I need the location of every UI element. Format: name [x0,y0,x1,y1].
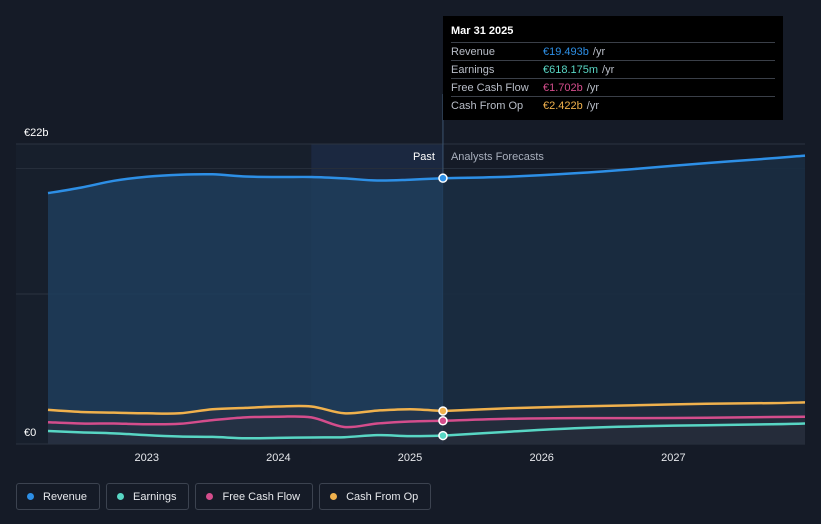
tooltip-label: Revenue [451,45,496,58]
point-earnings [438,430,448,441]
revenue-area-forecast [443,155,805,444]
x-tick-label: 2026 [529,452,553,464]
legend-label: Revenue [43,490,88,503]
point-cash-from-op [438,406,448,416]
series-line-revenue-past [47,172,444,195]
legend-item-free-cash-flow[interactable]: Free Cash Flow [195,483,314,510]
tooltip-row-revenue: Revenue €19.493b /yr [451,42,775,60]
tooltip-unit: /yr [586,81,599,94]
series-line-earnings-forecast [442,422,806,437]
legend-dot-icon [117,493,125,500]
tooltip-value: €1.702b [543,81,583,94]
series-area-cash-from-op [48,402,805,444]
x-tick-label: 2025 [398,452,422,464]
past-label: Past [413,151,435,163]
tooltip-unit: /yr [586,99,599,112]
legend-item-revenue[interactable]: Revenue [16,483,101,510]
x-tick-label: 2024 [266,452,290,464]
tooltip: Mar 31 2025 Revenue €19.493b /yr Earning… [443,16,783,120]
x-tick-label: 2023 [134,452,158,464]
legend-dot-icon [206,493,214,500]
tooltip-row-earnings: Earnings €618.175m /yr [451,60,775,78]
legend-dot-icon [330,493,338,500]
legend-label: Free Cash Flow [222,490,301,503]
legend-label: Earnings [133,490,177,503]
series-line-free-cash-flow-forecast [442,415,806,423]
legend-item-earnings[interactable]: Earnings [106,483,190,510]
series-line-cash-from-op-forecast [442,401,806,413]
legend-dot-icon [27,493,34,500]
legend-item-cash-from-op[interactable]: Cash From Op [319,483,432,510]
y-axis-top-label: €22b [24,127,48,139]
series-line-revenue-forecast [442,154,806,180]
series-line-earnings-past [47,429,444,440]
tooltip-value: €618.175m [543,63,599,76]
revenue-area-past [48,174,443,444]
forecast-label: Analysts Forecasts [451,151,544,163]
tooltip-unit: /yr [592,45,606,58]
tooltip-row-free-cash-flow: Free Cash Flow €1.702b /yr [451,78,775,96]
y-axis-bottom-label: €0 [24,427,36,439]
legend-label: Cash From Op [346,490,419,503]
tooltip-value: €2.422b [543,99,583,112]
tooltip-unit: /yr [602,63,615,76]
x-tick-label: 2027 [661,452,685,464]
tooltip-value: €19.493b [543,45,589,58]
point-revenue [438,173,448,183]
point-free-cash-flow [438,416,448,426]
tooltip-label: Cash From Op [451,99,524,112]
legend: Revenue Earnings Free Cash Flow Cash Fro… [16,483,432,510]
tooltip-label: Earnings [451,63,495,76]
tooltip-date: Mar 31 2025 [451,25,514,37]
series-line-cash-from-op-past [47,404,444,415]
tooltip-row-cash-from-op: Cash From Op €2.422b /yr [451,96,775,114]
tooltip-label: Free Cash Flow [451,81,529,94]
series-line-free-cash-flow-past [47,415,444,429]
